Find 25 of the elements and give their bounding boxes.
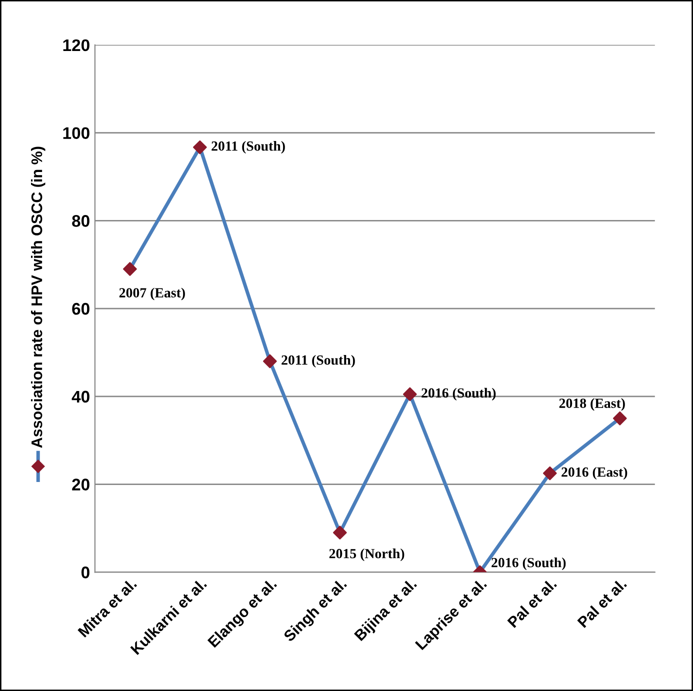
y-tick-label: 60 [72, 302, 90, 315]
annotation: 2016 (South) [422, 388, 496, 401]
annotation: 2018 (East) [559, 398, 625, 411]
annotation: 2011 (South) [212, 140, 285, 154]
y-tick-label: 40 [72, 390, 90, 403]
annotation: 2007 (East) [119, 288, 185, 300]
text: Association rate of HPV with OSCC (in %) [30, 146, 46, 448]
x-tick-label: Pal et al. [506, 578, 558, 628]
point [403, 387, 417, 402]
point [123, 262, 137, 276]
point [263, 354, 277, 368]
point [193, 140, 207, 154]
annotation: 2015 (North) [329, 548, 404, 562]
annotation: 2016 (South) [492, 558, 566, 570]
y-tick-label: 100 [63, 127, 90, 139]
x-tick-label: Pal et al. [576, 578, 628, 628]
y-tick-label: 120 [63, 39, 90, 52]
annotation: 2011 (South) [282, 354, 355, 368]
annotation: 2016 (East) [562, 466, 628, 480]
y-tick-label: 20 [72, 478, 90, 490]
point [333, 526, 347, 540]
y-tick-label: 80 [72, 215, 90, 227]
point [612, 411, 627, 426]
y-tick-label: 0 [81, 566, 90, 578]
point [542, 466, 557, 480]
